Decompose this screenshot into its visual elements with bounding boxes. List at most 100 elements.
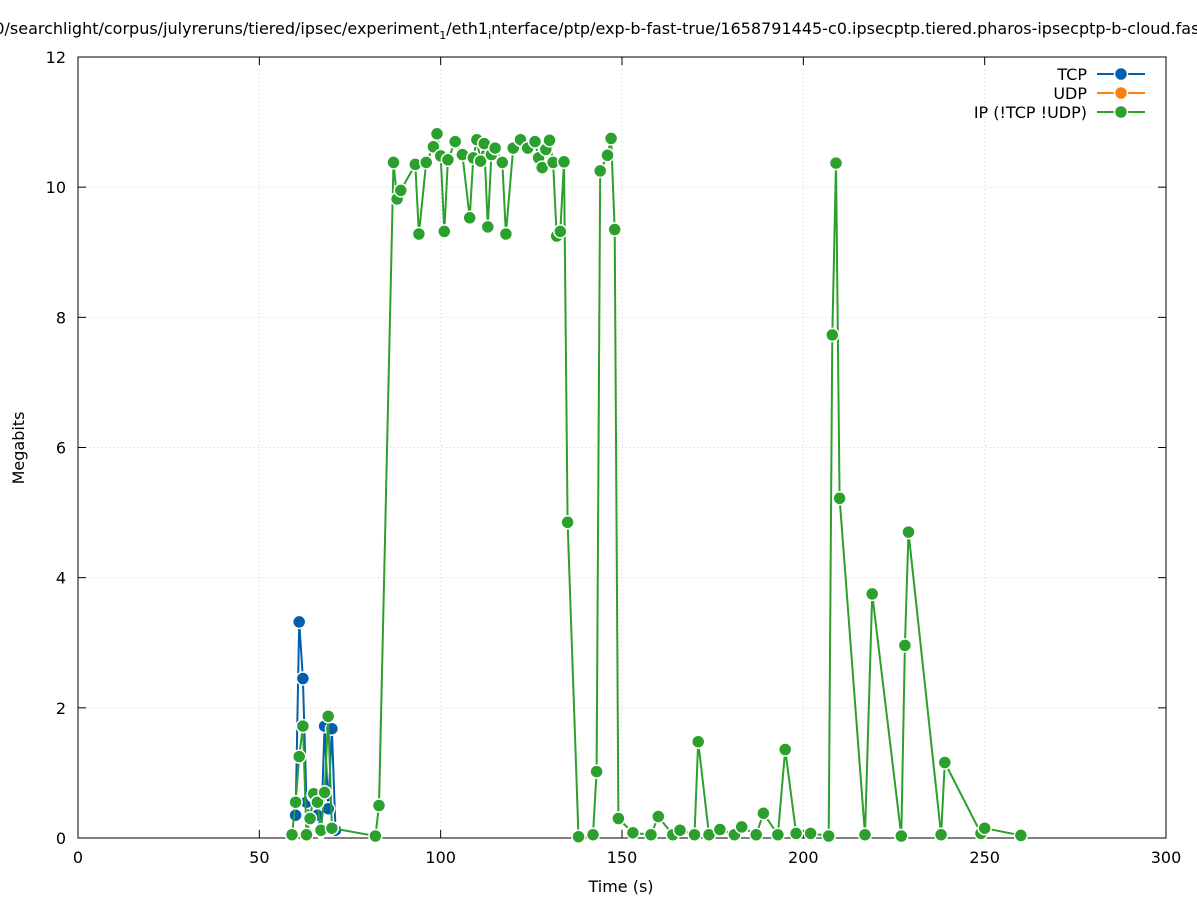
x-tick-label: 300 [1151, 848, 1182, 867]
data-point-ip [480, 219, 496, 235]
data-point-ip [592, 163, 608, 179]
x-tick-label: 150 [607, 848, 638, 867]
data-point-ip [291, 749, 307, 764]
data-point-ip [611, 811, 626, 826]
data-point-ip [672, 822, 688, 838]
data-point-ip [603, 131, 619, 146]
y-tick-label: 2 [56, 699, 66, 718]
data-point-ip [600, 148, 615, 163]
data-point-ip [712, 822, 728, 837]
data-point-ip [589, 764, 604, 779]
data-point-ip [651, 809, 666, 824]
x-tick-label: 250 [969, 848, 1000, 867]
data-point-ip [284, 827, 300, 842]
data-point-ip [317, 785, 332, 800]
legend-marker-ip [1113, 104, 1129, 120]
series-ip [284, 126, 1029, 844]
data-point-ip [473, 153, 488, 169]
data-point-ip [462, 210, 477, 226]
data-point-ip [821, 828, 836, 844]
data-point-ip [527, 134, 543, 149]
legend-marker-udp [1113, 85, 1129, 101]
data-point-ip [437, 224, 452, 239]
data-point-ip [825, 327, 840, 343]
y-tick-label: 6 [56, 439, 66, 458]
data-point-ip [295, 718, 311, 734]
x-tick-label: 0 [73, 848, 83, 867]
legend-marker-tcp [1113, 66, 1129, 82]
data-point-ip [288, 794, 303, 810]
data-point-ip [571, 829, 586, 844]
grid-lines [78, 57, 1166, 838]
data-point-ip [897, 638, 913, 653]
data-point-ip [857, 827, 873, 842]
data-point-ip [585, 827, 601, 842]
data-point-ip [368, 828, 383, 844]
data-point-ip [933, 827, 949, 842]
data-point-ip [864, 586, 880, 602]
axis-ticks: 0 50 100 150 200 250 300 0 2 4 6 8 10 12 [46, 48, 1182, 867]
x-tick-label: 100 [425, 848, 456, 867]
data-point-ip [487, 140, 503, 156]
data-point-tcp [291, 614, 307, 630]
y-tick-label: 12 [46, 48, 66, 67]
data-point-ip [734, 819, 749, 835]
y-tick-label: 0 [56, 829, 66, 848]
data-point-ip [643, 827, 659, 842]
data-point-ip [687, 827, 702, 842]
data-point-ip [777, 742, 793, 757]
data-point-ip [440, 152, 456, 168]
data-point-ip [560, 515, 575, 530]
data-point-ip [553, 224, 568, 239]
data-point-ip [411, 226, 427, 242]
legend-item-ip: IP (!TCP !UDP) [974, 103, 1145, 122]
data-point-ip [498, 226, 514, 242]
data-point-ip [756, 806, 771, 821]
legend-item-tcp: TCP [1056, 65, 1145, 84]
data-point-ip [324, 820, 340, 836]
data-point-ip [310, 794, 325, 810]
data-point-ip [418, 155, 434, 170]
data-point-ip [832, 491, 847, 506]
data-point-ip [556, 154, 572, 170]
y-axis-title: Megabits [9, 412, 28, 485]
y-tick-label: 4 [56, 569, 66, 588]
data-point-ip [447, 134, 463, 149]
series-line-ip [291, 132, 1022, 838]
data-point-ip [937, 755, 953, 770]
data-point-ip [770, 827, 786, 842]
data-point-ip [1013, 828, 1029, 843]
data-point-tcp [295, 671, 311, 686]
series-layer [284, 126, 1029, 844]
data-point-ip [625, 825, 641, 841]
data-point-ip [429, 126, 445, 142]
x-tick-label: 200 [788, 848, 819, 867]
legend-label-ip: IP (!TCP !UDP) [974, 103, 1087, 122]
data-point-ip [371, 798, 387, 813]
data-point-ip [977, 820, 992, 836]
data-point-ip [542, 133, 557, 148]
data-point-ip [901, 524, 916, 540]
y-tick-label: 10 [46, 178, 66, 197]
data-point-ip [320, 709, 336, 724]
x-tick-label: 50 [249, 848, 269, 867]
data-point-ip [828, 155, 844, 171]
legend: TCP UDP IP (!TCP !UDP) [974, 65, 1145, 122]
data-point-ip [393, 183, 409, 198]
data-point-ip [690, 734, 706, 749]
data-point-ip [803, 826, 818, 841]
data-point-ip [302, 811, 318, 826]
data-point-ip [607, 222, 622, 237]
y-tick-label: 8 [56, 308, 66, 327]
data-point-ip [894, 828, 909, 844]
x-axis-title: Time (s) [587, 877, 653, 896]
legend-label-udp: UDP [1053, 84, 1087, 103]
legend-item-udp: UDP [1053, 84, 1145, 103]
data-point-ip [386, 155, 401, 170]
data-point-ip [788, 826, 804, 841]
legend-label-tcp: TCP [1056, 65, 1087, 84]
data-point-ip [748, 827, 764, 842]
chart-title: 0/searchlight/corpus/julyreruns/tiered/i… [0, 19, 1197, 42]
data-point-ip [495, 155, 510, 170]
